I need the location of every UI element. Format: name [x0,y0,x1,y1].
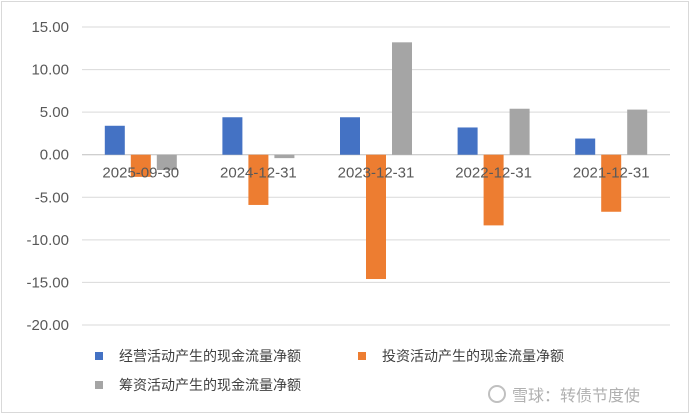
bar-investing [601,154,622,212]
legend-swatch [95,352,103,360]
y-tick-label: -10.00 [26,232,69,249]
legend-swatch [358,352,366,360]
legend-swatch [95,381,103,389]
legend-label: 筹资活动产生的现金流量净额 [119,377,301,393]
bar-investing [248,154,269,205]
category-label: 2022-12-31 [455,165,532,182]
legend-item-operating: 经营活动产生的现金流量净额 [95,346,301,366]
bars [104,42,648,280]
bar-financing [392,42,412,155]
bar-operating [222,117,243,155]
category-labels: 2025-09-30 2024-12-31 2023-12-31 2022-12-31… [102,165,649,182]
bar-investing [366,154,386,280]
snowball-logo-icon [488,385,506,403]
watermark: 雪球：转债节度使 [488,382,640,406]
bar-operating [340,117,360,155]
bar-financing [627,109,648,155]
category-label: 2025-09-30 [102,165,179,182]
bar-financing [156,154,177,171]
y-tick-label: 10.00 [31,62,69,79]
category-label: 2024-12-31 [220,165,297,182]
y-tick-label: 15.00 [31,19,69,36]
watermark-text: 雪球：转债节度使 [512,388,641,405]
y-tick-label: -5.00 [35,189,69,206]
bar-operating [575,138,596,155]
y-tick-label: 0.00 [40,147,69,164]
legend-label: 经营活动产生的现金流量净额 [119,348,301,364]
bar-operating [457,127,478,155]
bar-financing [509,108,530,155]
y-axis-ticks: 15.00 10.00 5.00 0.00 -5.00 -10.00 -15.00 -20.0… [26,19,69,334]
y-tick-label: -20.00 [26,317,69,334]
category-label: 2021-12-31 [573,165,650,182]
category-label: 2023-12-31 [338,165,415,182]
bar-investing [483,154,504,226]
bar-financing [274,154,295,159]
y-tick-label: -15.00 [26,274,69,291]
bar-operating [104,125,125,155]
y-tick-label: 5.00 [40,104,69,121]
legend-item-financing: 筹资活动产生的现金流量净额 [95,375,301,395]
legend-item-investing: 投资活动产生的现金流量净额 [358,346,564,366]
bar-investing [130,154,151,177]
legend-label: 投资活动产生的现金流量净额 [382,348,564,364]
